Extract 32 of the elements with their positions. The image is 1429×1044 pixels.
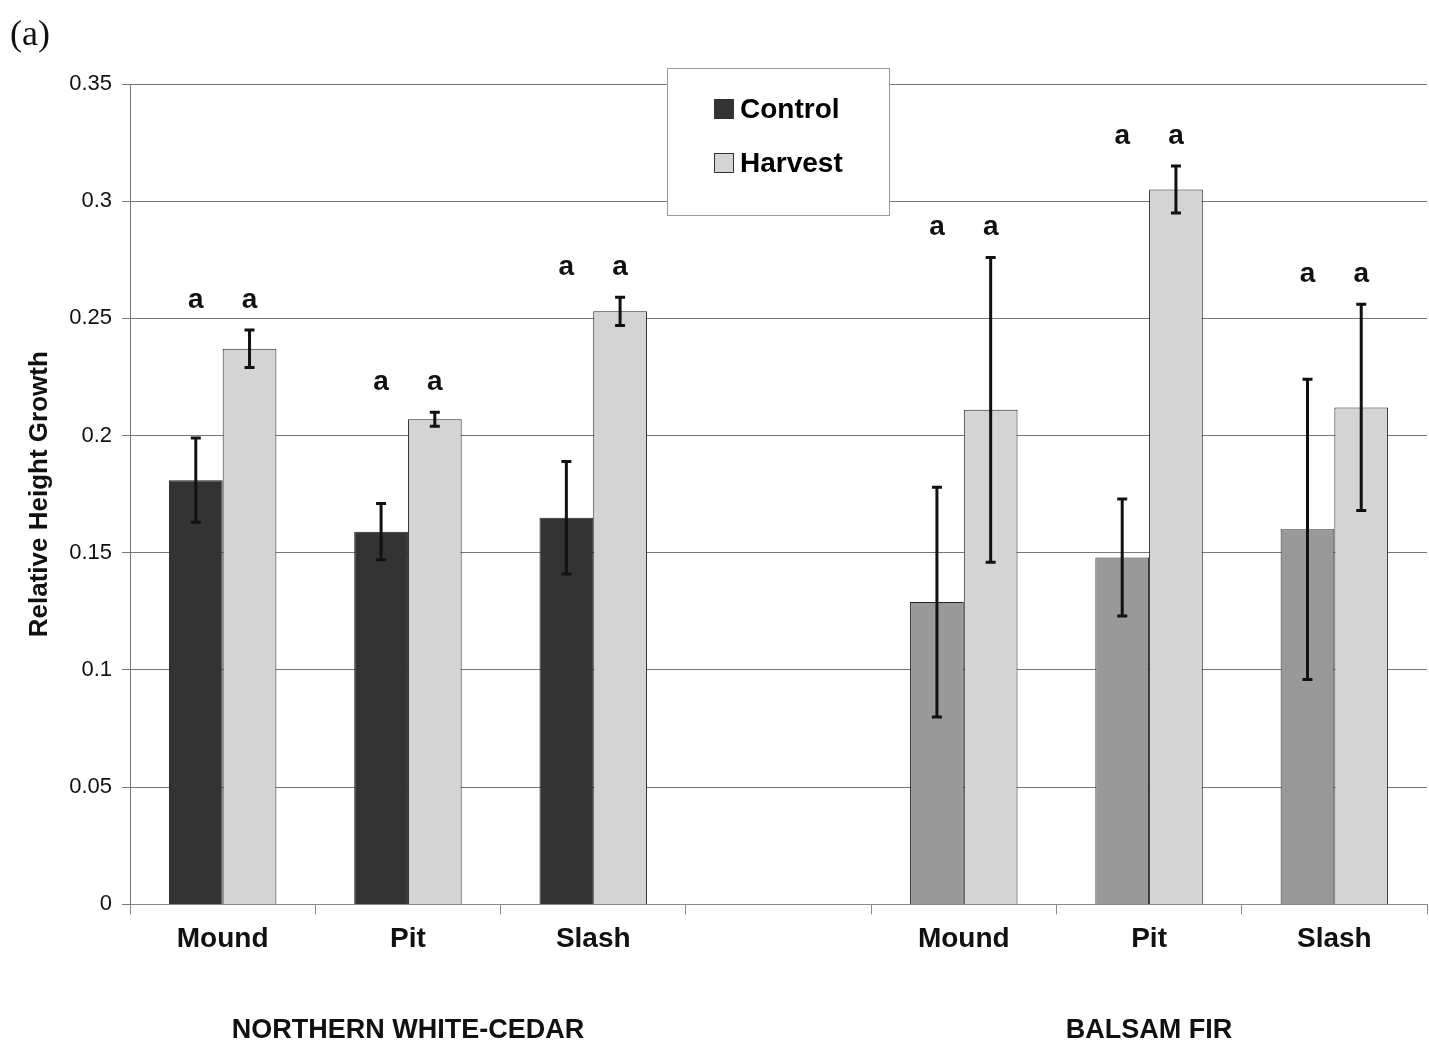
y-tick-label: 0.15 <box>69 538 113 564</box>
annotation: a <box>1299 257 1316 289</box>
x-tick-label: Pit <box>1131 921 1167 953</box>
y-tick-label: 0 <box>99 890 113 916</box>
annotation: a <box>1114 119 1131 151</box>
annotation: a <box>982 210 999 242</box>
annotation: a <box>373 365 390 397</box>
annotation: a <box>929 210 946 242</box>
annotation: a <box>1353 257 1370 289</box>
text: (a) <box>10 13 50 53</box>
y-tick-label: 0.05 <box>69 773 113 799</box>
y-axis-title: Relative Height Growth <box>22 351 53 638</box>
annotation: a <box>188 283 204 315</box>
x-tick-label: Slash <box>555 921 631 953</box>
legend-label: Harvest <box>740 147 843 179</box>
y-tick-label: 0.1 <box>81 656 113 682</box>
y-tick-label: 0.3 <box>81 187 113 213</box>
y-tick-label: 0.25 <box>69 304 113 330</box>
y-tick-label: 0.35 <box>69 70 113 96</box>
annotation: a <box>558 250 575 282</box>
x-tick-label: Pit <box>390 921 426 953</box>
annotation: a <box>612 250 629 282</box>
text: NORTHERN WHITE-CEDAR <box>231 1014 585 1044</box>
annotation: a <box>241 283 258 315</box>
text: BALSAM FIR <box>1065 1014 1233 1044</box>
y-tick-label: 0.2 <box>81 421 113 447</box>
x-tick-label: Mound <box>917 921 1010 953</box>
x-tick-label: Mound <box>176 921 269 953</box>
legend-label: Control <box>740 93 840 125</box>
annotation: a <box>427 365 444 397</box>
x-tick-label: Slash <box>1297 921 1372 953</box>
annotation: a <box>1168 119 1185 151</box>
